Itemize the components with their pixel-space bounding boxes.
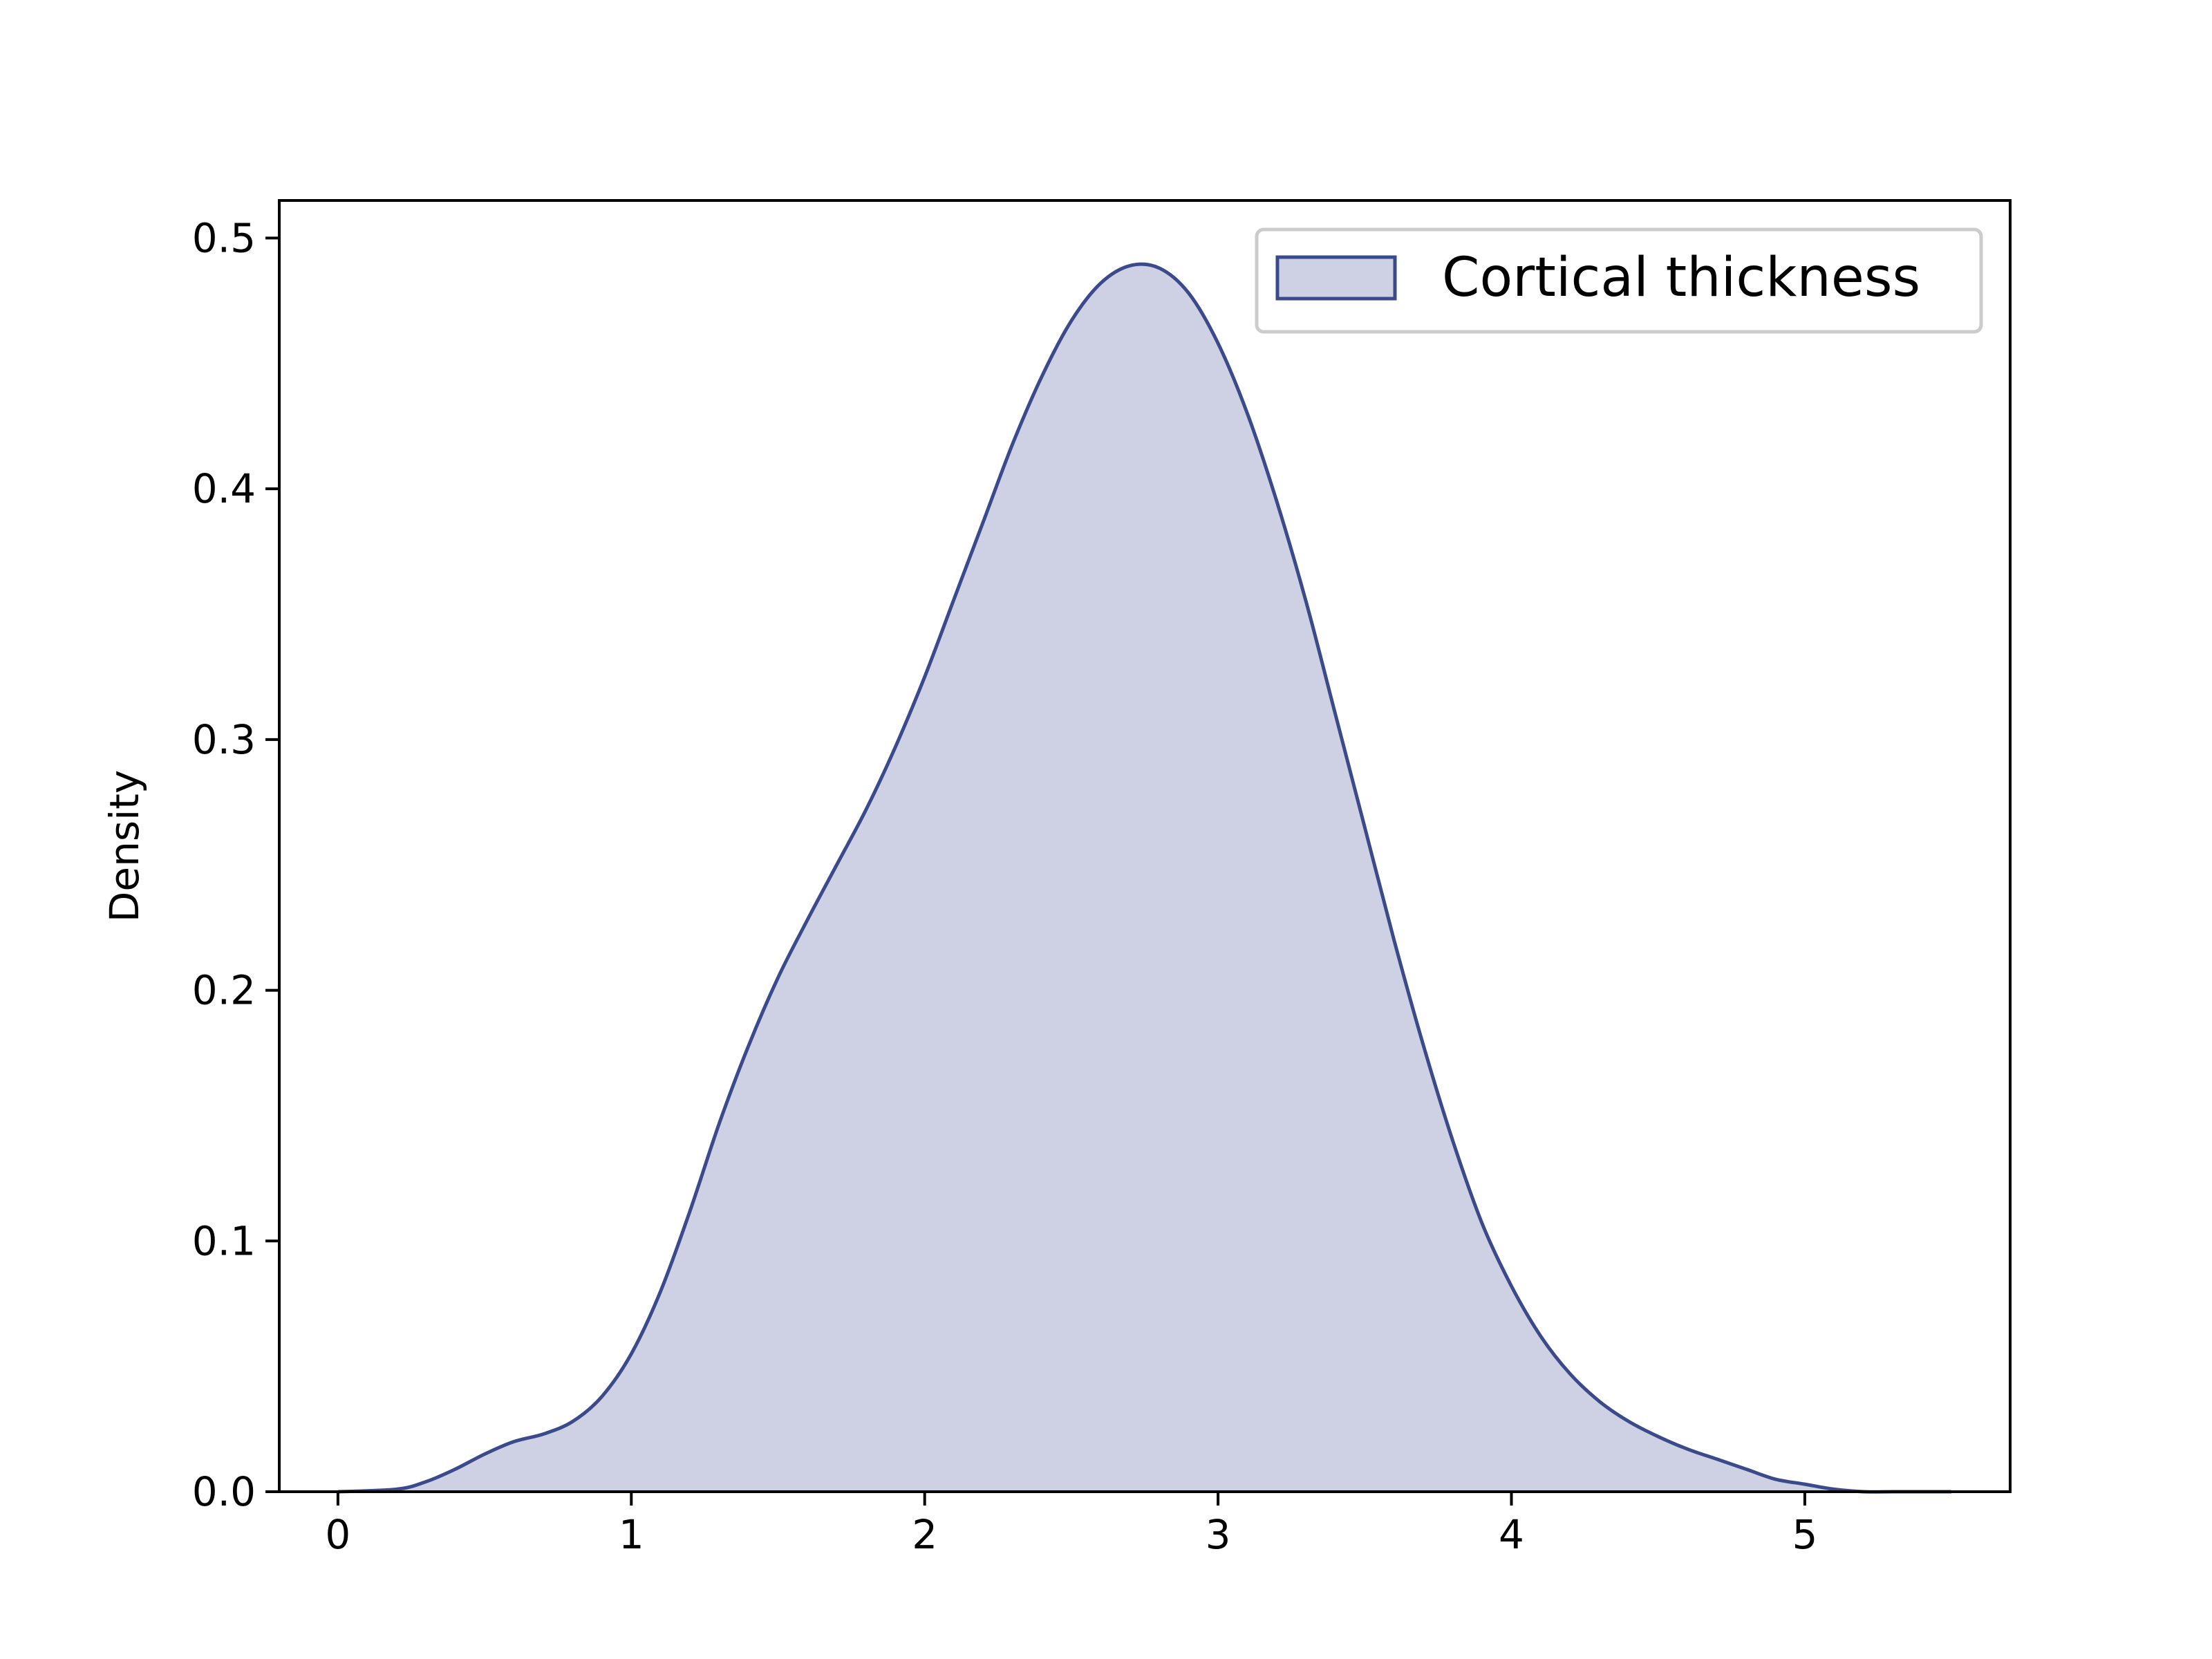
area-layer bbox=[337, 262, 1952, 1494]
y-tick-label: 0.1 bbox=[192, 1217, 256, 1264]
y-tick-label: 0.3 bbox=[192, 716, 256, 763]
density-area-fill bbox=[337, 264, 1952, 1492]
x-axis: 0 1 2 3 4 5 bbox=[325, 1492, 1817, 1558]
legend: Cortical thickness bbox=[1255, 227, 1983, 334]
y-axis: 0.0 0.1 0.2 0.3 0.4 0.5 bbox=[192, 214, 279, 1515]
y-tick-label: 0.4 bbox=[192, 465, 256, 512]
legend-label-cortical-thickness: Cortical thickness bbox=[1442, 247, 1920, 309]
x-tick-label: 1 bbox=[619, 1511, 644, 1558]
legend-swatch bbox=[1275, 255, 1397, 301]
plot-frame bbox=[278, 199, 2012, 1493]
x-tick-label: 3 bbox=[1206, 1511, 1231, 1558]
x-tick-label: 2 bbox=[912, 1511, 937, 1558]
y-tick-label: 0.0 bbox=[192, 1468, 256, 1515]
y-tick-label: 0.2 bbox=[192, 967, 256, 1014]
y-axis-title: Density bbox=[101, 770, 148, 923]
legend-frame bbox=[1255, 227, 1983, 334]
y-tick-label: 0.5 bbox=[192, 214, 256, 261]
density-line bbox=[337, 262, 1952, 1494]
x-tick-label: 4 bbox=[1499, 1511, 1524, 1558]
x-tick-label: 5 bbox=[1792, 1511, 1817, 1558]
x-tick-label: 0 bbox=[325, 1511, 350, 1558]
